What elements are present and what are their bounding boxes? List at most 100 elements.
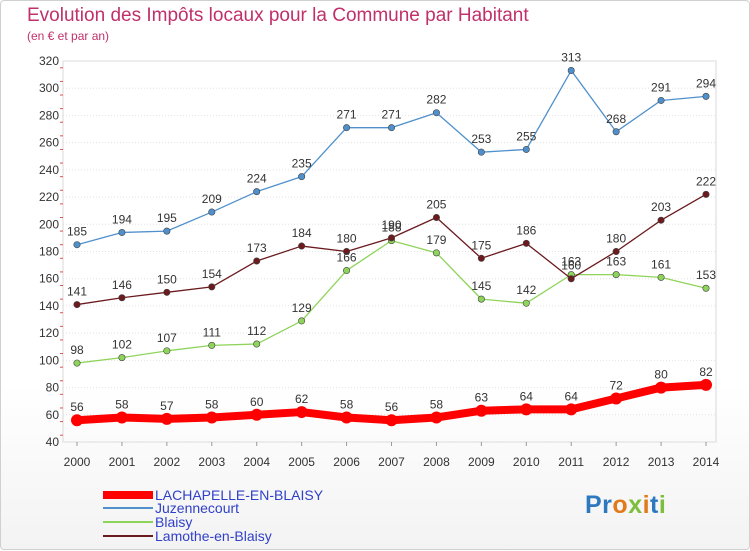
data-label-layer: 185 194 195 209 224 235 271 271 282 253 255 313 268 2… bbox=[67, 51, 716, 415]
series-juzennecourt-label-2013: 291 bbox=[651, 80, 671, 94]
series-juzennecourt-point-2010 bbox=[522, 145, 530, 153]
axis-layer: 40 60 80 100 120 140 160 180 200 220 240 260 280 300 3… bbox=[39, 54, 720, 469]
chart-subtitle: (en € et par an) bbox=[27, 29, 110, 43]
series-lachapelle-en-blaisy-point-2001 bbox=[115, 411, 128, 424]
y-tick-label-280: 280 bbox=[39, 108, 59, 122]
series-lamothe-en-blaisy-point-2000 bbox=[73, 301, 81, 309]
series-juzennecourt-label-2004: 224 bbox=[247, 172, 267, 186]
series-juzennecourt-point-2014 bbox=[702, 92, 710, 100]
series-lamothe-en-blaisy-point-2003 bbox=[208, 283, 216, 291]
y-tick-label-100: 100 bbox=[39, 353, 59, 367]
series-lachapelle-en-blaisy-point-2002 bbox=[160, 412, 173, 425]
y-tick-label-160: 160 bbox=[39, 272, 59, 286]
series-juzennecourt-point-2004 bbox=[253, 188, 261, 196]
series-lachapelle-en-blaisy-label-2012: 72 bbox=[609, 378, 623, 392]
series-lachapelle-en-blaisy-label-2004: 60 bbox=[250, 395, 264, 409]
y-tick-label-320: 320 bbox=[39, 54, 59, 68]
y-tick-label-220: 220 bbox=[39, 190, 59, 204]
legend-swatch-lamothe bbox=[103, 535, 153, 537]
x-tick-label-2007: 2007 bbox=[378, 455, 405, 469]
series-blaisy-point-2001 bbox=[118, 354, 126, 362]
series-lamothe-en-blaisy-point-2006 bbox=[343, 248, 351, 256]
series-blaisy-label-2004: 112 bbox=[247, 324, 266, 338]
series-blaisy-label-2012: 163 bbox=[606, 255, 626, 269]
series-blaisy-point-2008 bbox=[432, 249, 440, 257]
series-juzennecourt-point-2006 bbox=[343, 124, 351, 132]
x-tick-label-2002: 2002 bbox=[154, 455, 181, 469]
series-blaisy-label-2001: 102 bbox=[112, 338, 132, 352]
series-lamothe-en-blaisy-label-2003: 154 bbox=[202, 267, 222, 281]
series-blaisy-point-2013 bbox=[657, 273, 665, 281]
series-lamothe-en-blaisy-label-2000: 141 bbox=[67, 285, 87, 299]
series-juzennecourt-label-2006: 271 bbox=[337, 108, 357, 122]
series-blaisy-label-2005: 129 bbox=[292, 301, 312, 315]
series-blaisy-label-2014: 153 bbox=[696, 268, 716, 282]
series-lamothe-en-blaisy-label-2010: 186 bbox=[516, 223, 536, 237]
series-blaisy-point-2012 bbox=[612, 271, 620, 279]
y-tick-label-300: 300 bbox=[39, 81, 59, 95]
series-lachapelle-en-blaisy-label-2003: 58 bbox=[205, 398, 219, 412]
y-tick-label-40: 40 bbox=[46, 435, 60, 449]
series-lamothe-en-blaisy-point-2008 bbox=[432, 213, 440, 221]
series-juzennecourt-point-2012 bbox=[612, 128, 620, 136]
series-lamothe-en-blaisy-point-2007 bbox=[387, 234, 395, 242]
series-lamothe-en-blaisy-label-2002: 150 bbox=[157, 272, 177, 286]
series-lamothe-en-blaisy-label-2006: 180 bbox=[337, 232, 357, 246]
series-juzennecourt-label-2012: 268 bbox=[606, 112, 626, 126]
series-blaisy-point-2004 bbox=[253, 340, 261, 348]
series-lachapelle-en-blaisy bbox=[71, 378, 712, 427]
series-blaisy-point-2014 bbox=[702, 284, 710, 292]
series-lamothe-en-blaisy-point-2014 bbox=[702, 190, 710, 198]
series-blaisy-point-2009 bbox=[477, 295, 485, 303]
series-lamothe-en-blaisy-label-2008: 205 bbox=[426, 197, 446, 211]
series-lachapelle-en-blaisy-point-2003 bbox=[205, 411, 218, 424]
y-tick-label-120: 120 bbox=[39, 326, 59, 340]
series-lachapelle-en-blaisy-label-2005: 62 bbox=[295, 392, 309, 406]
series-lamothe-en-blaisy-label-2014: 222 bbox=[696, 174, 716, 188]
series-blaisy-point-2010 bbox=[522, 299, 530, 307]
legend-swatch-juzennecourt bbox=[103, 507, 153, 509]
series-lachapelle-en-blaisy-point-2006 bbox=[340, 411, 353, 424]
series-juzennecourt-point-2007 bbox=[387, 124, 395, 132]
x-tick-label-2012: 2012 bbox=[603, 455, 630, 469]
series-blaisy-label-2002: 107 bbox=[157, 331, 177, 345]
series-lachapelle-en-blaisy-label-2009: 63 bbox=[475, 391, 489, 405]
series-juzennecourt-label-2000: 185 bbox=[67, 225, 87, 239]
series-blaisy-label-2006: 166 bbox=[337, 251, 357, 265]
series-blaisy-label-2011: 163 bbox=[561, 255, 581, 269]
series-juzennecourt-label-2014: 294 bbox=[696, 76, 716, 90]
x-tick-label-2008: 2008 bbox=[423, 455, 450, 469]
series-juzennecourt-point-2013 bbox=[657, 96, 665, 104]
series-juzennecourt-label-2005: 235 bbox=[292, 157, 312, 171]
series-lamothe-en-blaisy-label-2007: 190 bbox=[381, 218, 401, 232]
series-juzennecourt-label-2011: 313 bbox=[561, 51, 581, 65]
series-lachapelle-en-blaisy-label-2007: 56 bbox=[385, 400, 399, 414]
series-lamothe-en-blaisy-point-2009 bbox=[477, 254, 485, 262]
legend-swatch-blaisy bbox=[103, 521, 153, 523]
x-tick-label-2001: 2001 bbox=[109, 455, 136, 469]
series-blaisy-label-2008: 179 bbox=[426, 233, 446, 247]
series-juzennecourt-label-2010: 255 bbox=[516, 129, 536, 143]
series-blaisy-point-2006 bbox=[343, 267, 351, 275]
x-tick-label-2014: 2014 bbox=[693, 455, 720, 469]
series-blaisy-label-2013: 161 bbox=[651, 257, 671, 271]
series-lachapelle-en-blaisy-point-2005 bbox=[295, 406, 308, 419]
series-juzennecourt-point-2000 bbox=[73, 241, 81, 249]
series-layer bbox=[71, 67, 712, 427]
series-juzennecourt-point-2003 bbox=[208, 208, 216, 216]
series-blaisy-point-2005 bbox=[298, 317, 306, 325]
series-lamothe-en-blaisy-point-2010 bbox=[522, 239, 530, 247]
series-blaisy-label-2010: 142 bbox=[516, 283, 536, 297]
series-lamothe-en-blaisy-point-2011 bbox=[567, 275, 575, 283]
series-lachapelle-en-blaisy-point-2009 bbox=[475, 404, 488, 417]
legend-label-blaisy: Blaisy bbox=[155, 514, 193, 530]
series-lachapelle-en-blaisy-point-2011 bbox=[565, 403, 578, 416]
series-lachapelle-en-blaisy-label-2001: 58 bbox=[115, 398, 129, 412]
series-lachapelle-en-blaisy-point-2008 bbox=[430, 411, 443, 424]
series-lachapelle-en-blaisy-label-2006: 58 bbox=[340, 398, 354, 412]
series-blaisy-label-2007: 188 bbox=[381, 221, 401, 235]
legend-label-juzennecourt: Juzennecourt bbox=[155, 500, 240, 516]
series-blaisy-point-2003 bbox=[208, 341, 216, 349]
series-juzennecourt-point-2008 bbox=[432, 109, 440, 117]
